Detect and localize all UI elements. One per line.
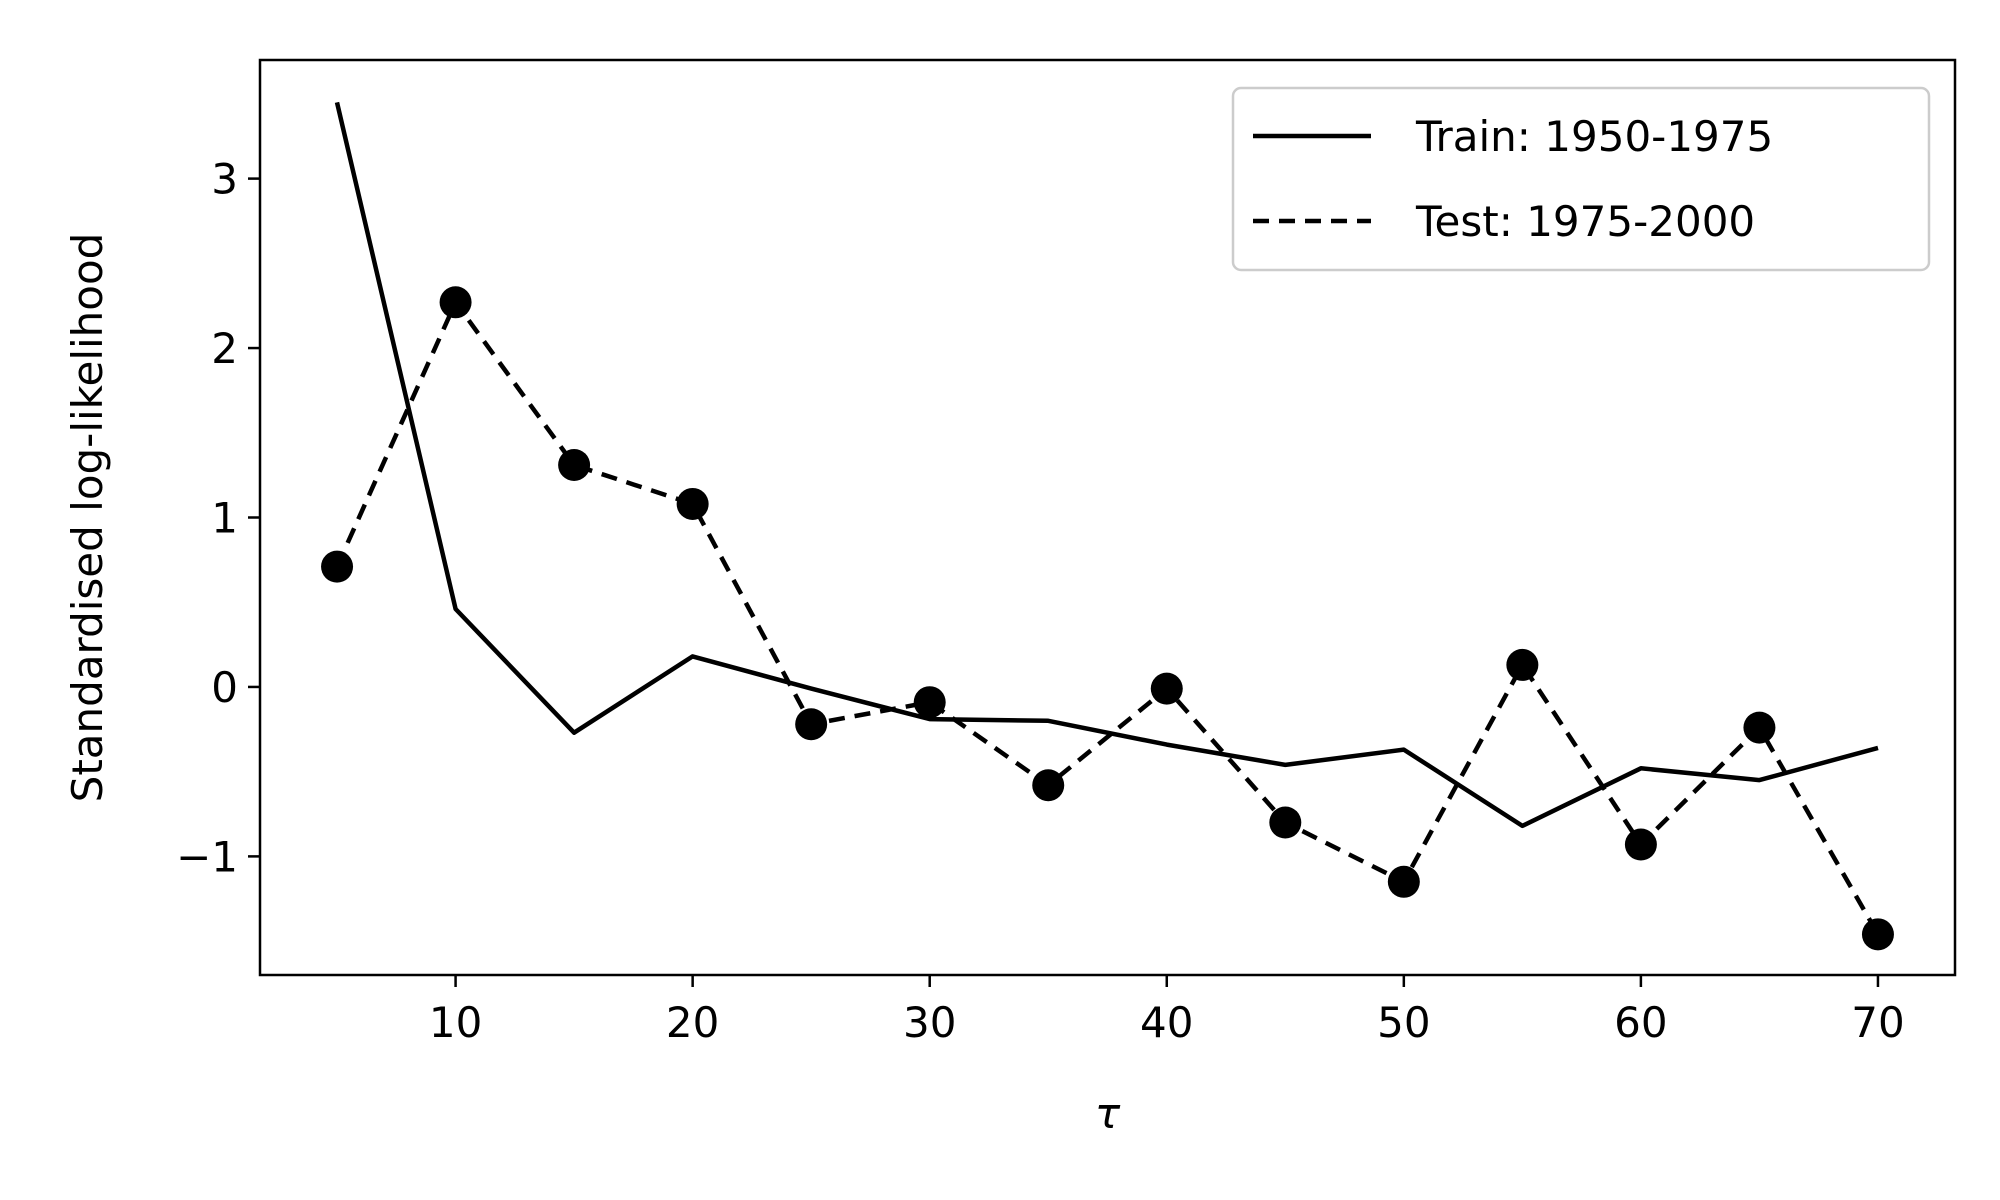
y-tick-label: 3 (211, 155, 238, 204)
test-data-point (1150, 672, 1183, 705)
x-tick-label: 70 (1851, 998, 1904, 1047)
test-data-point (676, 487, 709, 520)
test-data-point (1032, 769, 1065, 802)
y-tick-label: −1 (176, 832, 238, 881)
test-data-point (439, 286, 472, 319)
axes-frame (258, 58, 1957, 977)
y-axis-label: Standardised log-likelihood (63, 233, 112, 803)
series-line-test (334, 300, 1880, 936)
y-tick-label: 2 (211, 324, 238, 373)
legend: Train: 1950-1975 Test: 1975-2000 (1231, 86, 1931, 272)
x-axis-ticks: 10 20 30 40 50 60 70 (429, 975, 1905, 1047)
test-data-point (1506, 648, 1539, 681)
x-tick-label: 20 (666, 998, 719, 1047)
x-tick-label: 40 (1140, 998, 1193, 1047)
test-data-point (1624, 828, 1657, 861)
test-data-point (1861, 918, 1894, 951)
plot-area (321, 101, 1894, 951)
y-tick-label: 0 (211, 663, 238, 712)
test-data-point (558, 448, 591, 481)
x-tick-label: 50 (1377, 998, 1430, 1047)
series-line-train (334, 101, 1879, 829)
legend-label-train: Train: 1950-1975 (1415, 112, 1773, 161)
x-axis-label: τ (1095, 1089, 1121, 1138)
test-data-point (1387, 865, 1420, 898)
test-data-point (1743, 711, 1776, 744)
legend-label-test: Test: 1975-2000 (1415, 197, 1755, 246)
x-tick-label: 60 (1614, 998, 1667, 1047)
test-data-point (913, 686, 946, 719)
x-tick-label: 10 (429, 998, 482, 1047)
test-data-point (321, 550, 354, 583)
legend-box (1231, 86, 1931, 272)
y-tick-label: 1 (211, 494, 238, 543)
y-axis-ticks: −1 0 1 2 3 (176, 155, 260, 881)
test-data-point (795, 708, 828, 741)
test-data-point (1269, 806, 1302, 839)
x-tick-label: 30 (903, 998, 956, 1047)
